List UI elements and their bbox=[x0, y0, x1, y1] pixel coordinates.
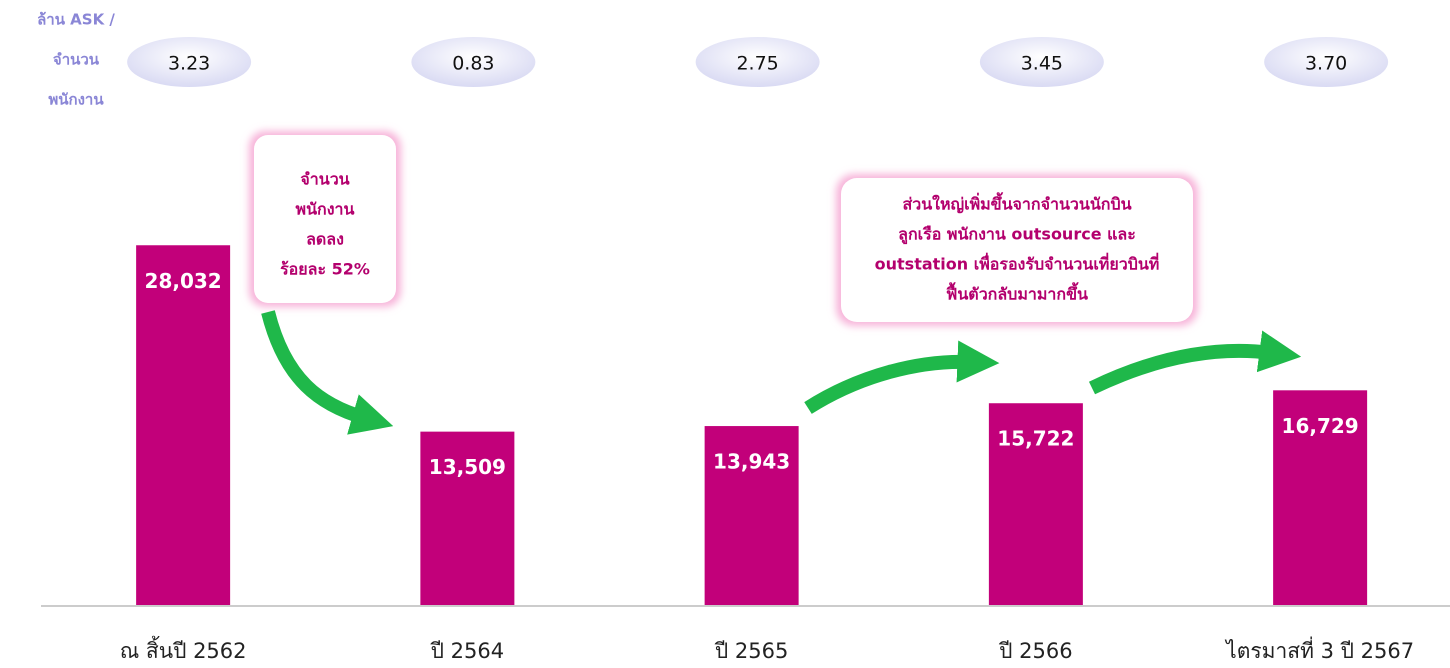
bar-value-label: 15,722 bbox=[997, 427, 1074, 451]
annotation: ลูกเรือ พนักงาน outsource และ bbox=[898, 225, 1136, 246]
ratio-axis-label: ล้าน ASK / bbox=[37, 11, 115, 29]
x-tick-label: ปี 2564 bbox=[430, 639, 504, 663]
ratio-label: 3.45 bbox=[1021, 53, 1063, 75]
bar bbox=[704, 426, 799, 605]
ratio-ellipse bbox=[127, 37, 252, 87]
x-tick-label: ปี 2565 bbox=[714, 639, 788, 663]
bar-value-label: 28,032 bbox=[145, 269, 222, 293]
bar-value-label: 13,943 bbox=[713, 450, 790, 474]
callout-box bbox=[254, 135, 396, 303]
bar bbox=[420, 431, 515, 605]
annotation: outstation เพื่อรองรับจำนวนเที่ยวบินที่ bbox=[875, 253, 1160, 274]
x-tick-label: ปี 2566 bbox=[998, 639, 1072, 663]
ratio-ellipse bbox=[411, 37, 536, 87]
ratio-ellipse bbox=[979, 37, 1104, 87]
ratio-ellipse bbox=[695, 37, 820, 87]
x-tick-label: ไตรมาสที่ 3 ปี 2567 bbox=[1224, 636, 1414, 663]
arrow bbox=[804, 340, 1000, 414]
bar bbox=[1273, 390, 1368, 605]
callout-box bbox=[841, 178, 1193, 322]
bar-value-label: 13,509 bbox=[429, 455, 506, 479]
ratio-label: 3.23 bbox=[168, 53, 210, 75]
ratio-ellipse bbox=[1264, 37, 1389, 87]
annotation: พนักงาน bbox=[296, 200, 355, 219]
ratio-axis-label: พนักงาน bbox=[48, 91, 104, 109]
ratio-label: 3.70 bbox=[1305, 53, 1347, 75]
arrow bbox=[261, 310, 394, 435]
arrow bbox=[1088, 330, 1302, 395]
annotation: ลดลง bbox=[306, 230, 344, 249]
ratio-label: 0.83 bbox=[452, 53, 494, 75]
annotation: ร้อยละ 52% bbox=[280, 260, 370, 279]
ratio-label: 2.75 bbox=[736, 53, 778, 75]
bar-value-label: 16,729 bbox=[1282, 414, 1359, 438]
annotation: ส่วนใหญ่เพิ่มขึ้นจากจำนวนนักบิน bbox=[902, 192, 1131, 215]
ratio-axis-label: จำนวน bbox=[53, 51, 100, 69]
bar bbox=[988, 403, 1083, 605]
annotation: ฟื้นตัวกลับมามากขึ้น bbox=[946, 282, 1089, 304]
x-tick-label: ณ สิ้นปี 2562 bbox=[120, 636, 247, 663]
bar bbox=[136, 245, 231, 606]
annotation: จำนวน bbox=[300, 170, 349, 189]
